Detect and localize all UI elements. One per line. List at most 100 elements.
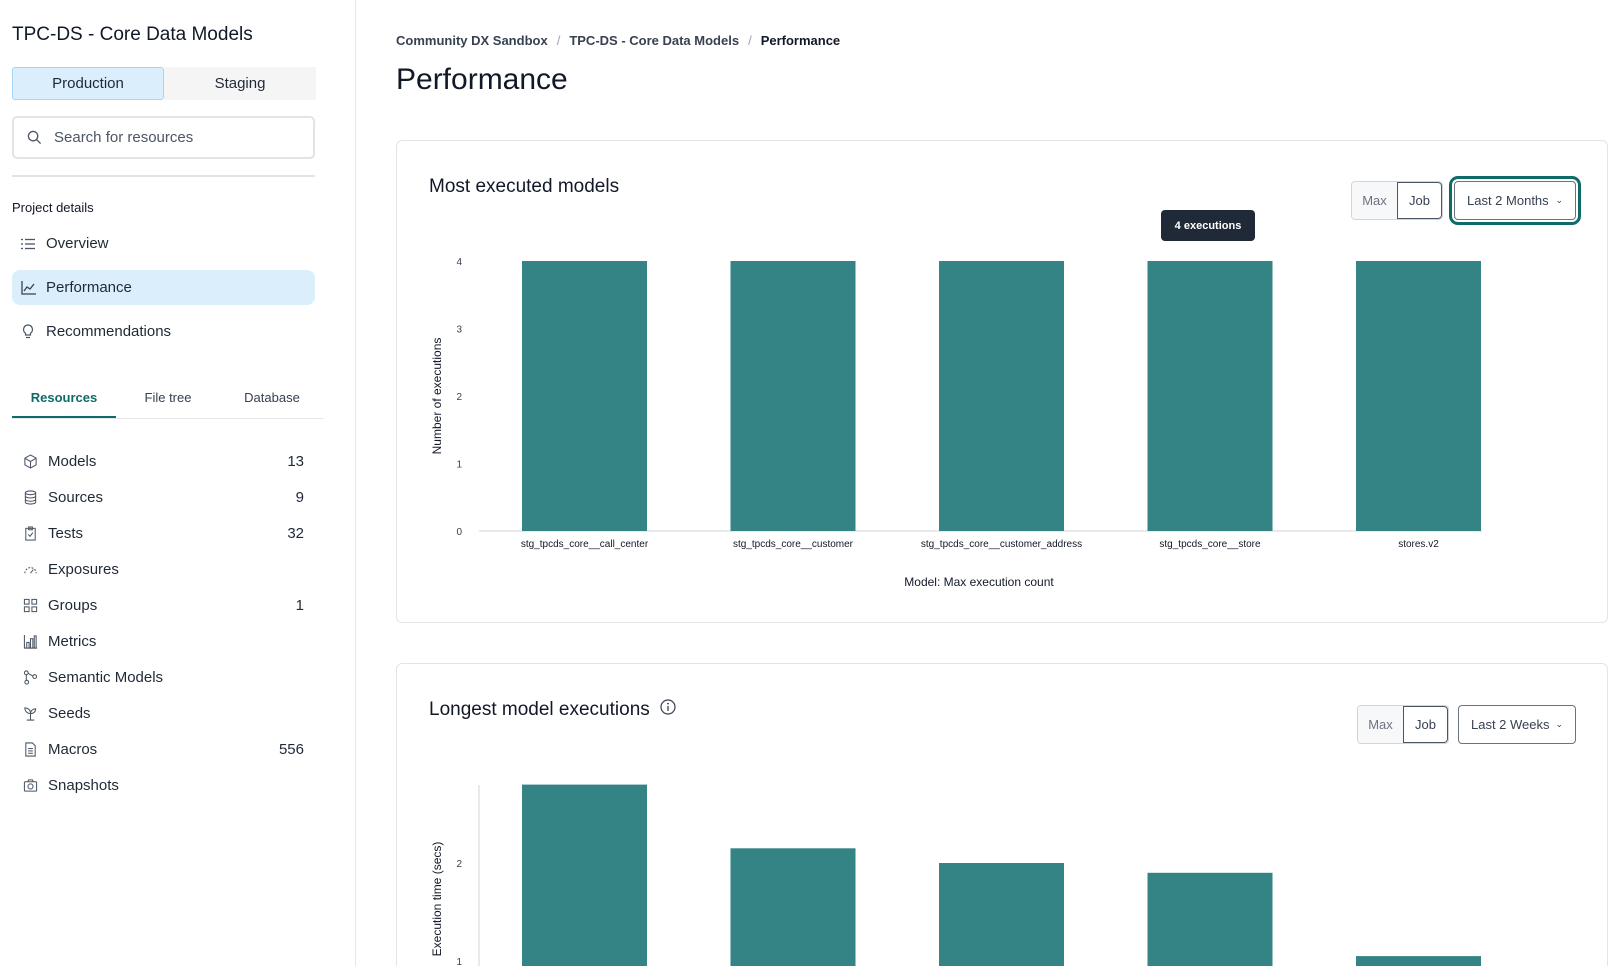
resource-label: Semantic Models (48, 668, 164, 686)
x-tick-label: stg_tpcds_core__customer_address (921, 539, 1082, 550)
resource-label: Metrics (48, 632, 97, 650)
x-tick-label: stores.v2 (1398, 539, 1439, 550)
nav-label: Performance (46, 279, 132, 296)
max-button[interactable]: Max (1358, 706, 1403, 743)
resource-item-groups[interactable]: Groups 1 (22, 591, 304, 619)
most-executed-chart: 0 1 2 3 4 stg_tpcds_core__call_center stg_tpcd… (430, 257, 1482, 589)
list-icon (20, 236, 36, 252)
resource-item-macros[interactable]: Macros 556 (22, 735, 304, 763)
y-tick-label: 0 (456, 527, 462, 538)
info-icon[interactable] (660, 699, 676, 721)
bar (939, 863, 1064, 966)
sprout-icon (22, 705, 38, 721)
x-tick-label: stg_tpcds_core__store (1159, 539, 1261, 550)
camera-icon (22, 777, 38, 793)
resource-label: Exposures (48, 560, 119, 578)
chevron-down-icon: ⌄ (1555, 719, 1563, 729)
env-staging-button[interactable]: Staging (164, 67, 316, 100)
aggregation-toggle: Max Job (1351, 181, 1443, 220)
y-tick-label: 1 (456, 957, 462, 966)
longest-executions-card: Longest model executions Max Job Last 2 … (396, 663, 1608, 966)
resource-item-tests[interactable]: Tests 32 (22, 519, 304, 547)
breadcrumb: Community DX Sandbox / TPC-DS - Core Data… (396, 33, 840, 48)
time-range-dropdown[interactable]: Last 2 Weeks ⌄ (1458, 705, 1576, 744)
resource-item-models[interactable]: Models 13 (22, 447, 304, 475)
env-production-button[interactable]: Production (12, 67, 164, 100)
nodes-icon (22, 669, 38, 685)
resource-label: Macros (48, 740, 98, 758)
resource-count: 9 (295, 488, 304, 506)
grid-icon (22, 597, 38, 613)
y-tick-label: 3 (456, 325, 462, 336)
y-tick-label: 1 (456, 460, 462, 471)
resource-label: Models (48, 452, 97, 470)
x-tick-label: stg_tpcds_core__call_center (521, 539, 649, 550)
divider (12, 175, 315, 177)
search-box[interactable] (12, 116, 315, 159)
card-title-row: Longest model executions (429, 699, 676, 721)
resource-label: Seeds (48, 704, 91, 722)
bar-chart-icon (22, 633, 38, 649)
project-title: TPC-DS - Core Data Models (12, 24, 253, 45)
line-chart-icon (20, 280, 36, 296)
section-label: Project details (12, 200, 94, 215)
bar (1147, 261, 1273, 531)
search-input[interactable] (54, 129, 294, 146)
resource-item-snapshots[interactable]: Snapshots (22, 771, 304, 799)
nav-performance[interactable]: Performance (12, 270, 315, 305)
job-button[interactable]: Job (1403, 706, 1448, 743)
bar (522, 261, 647, 531)
tab-database[interactable]: Database (244, 390, 300, 405)
max-button[interactable]: Max (1352, 182, 1397, 219)
gauge-icon (22, 561, 38, 577)
y-tick-label: 2 (456, 392, 462, 403)
breadcrumb-separator: / (556, 33, 561, 48)
card-title: Longest model executions (429, 699, 650, 720)
breadcrumb-separator: / (748, 33, 752, 48)
time-range-dropdown[interactable]: Last 2 Months ⌄ (1449, 176, 1581, 225)
resource-label: Tests (48, 524, 84, 542)
dropdown-value: Last 2 Months (1467, 193, 1549, 208)
resource-item-seeds[interactable]: Seeds (22, 699, 304, 727)
chevron-down-icon: ⌄ (1555, 195, 1563, 205)
resource-count: 32 (287, 524, 304, 542)
bar (522, 784, 647, 966)
resource-item-exposures[interactable]: Exposures (22, 555, 304, 583)
dropdown-value: Last 2 Weeks (1471, 717, 1550, 732)
database-icon (22, 489, 38, 505)
nav-recommendations[interactable]: Recommendations (12, 314, 315, 349)
bar (1147, 872, 1273, 966)
y-axis-label: Execution time (secs) (430, 842, 444, 957)
card-title: Most executed models (429, 176, 620, 197)
resource-count: 1 (295, 596, 304, 614)
nav-label: Recommendations (46, 323, 172, 340)
resource-item-semantic-models[interactable]: Semantic Models (22, 663, 304, 691)
nav-label: Overview (46, 235, 109, 252)
nav-overview[interactable]: Overview (12, 226, 315, 261)
tab-resources[interactable]: Resources (12, 385, 116, 418)
resource-count: 13 (287, 452, 304, 470)
cube-icon (22, 453, 38, 469)
bar (939, 261, 1064, 531)
resource-label: Snapshots (48, 776, 119, 794)
resource-label: Groups (48, 596, 98, 614)
clipboard-check-icon (22, 525, 38, 541)
sidebar: TPC-DS - Core Data Models Production Sta… (0, 0, 356, 966)
most-executed-card: Most executed models Max Job Last 2 Mont… (396, 140, 1608, 623)
resource-item-sources[interactable]: Sources 9 (22, 483, 304, 511)
x-tick-label: stg_tpcds_core__customer (733, 539, 854, 550)
y-tick-label: 2 (456, 859, 462, 870)
resource-count: 556 (278, 740, 304, 758)
job-button[interactable]: Job (1397, 182, 1442, 219)
lightbulb-icon (20, 324, 36, 340)
resource-item-metrics[interactable]: Metrics (22, 627, 304, 655)
bar (1356, 956, 1481, 966)
breadcrumb-item[interactable]: Community DX Sandbox (396, 33, 548, 48)
search-icon (26, 130, 42, 146)
resource-label: Sources (48, 488, 104, 506)
tab-file-tree[interactable]: File tree (144, 390, 192, 405)
resource-tabs: Resources File tree Database (12, 385, 324, 419)
breadcrumb-item[interactable]: TPC-DS - Core Data Models (569, 33, 740, 48)
breadcrumb-current: Performance (760, 33, 841, 48)
bar (1356, 261, 1481, 531)
